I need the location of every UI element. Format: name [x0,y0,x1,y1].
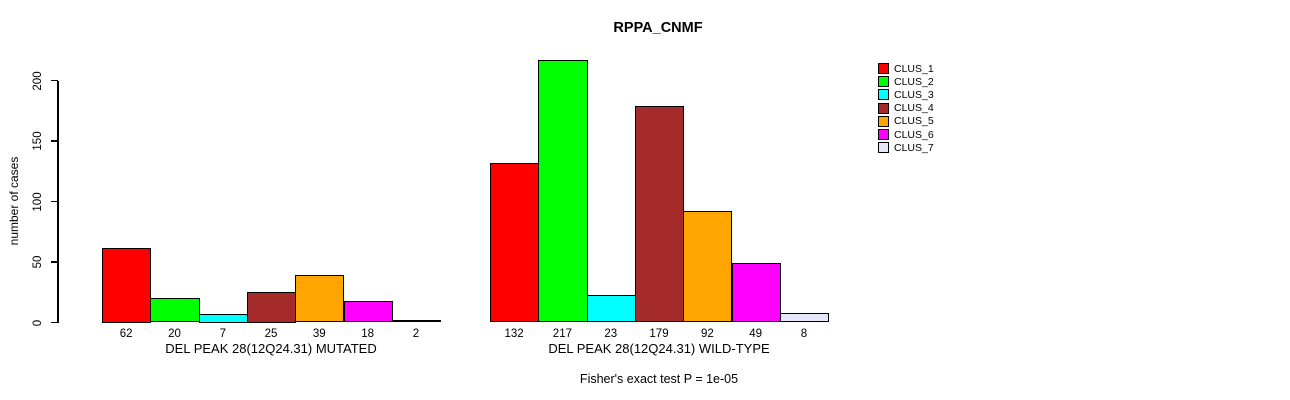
y-tick-label: 0 [32,319,44,326]
group-label-1: DEL PEAK 28(12Q24.31) MUTATED [165,341,377,356]
bar-value-label: 179 [649,328,669,340]
bar-clus_7-group1 [391,320,442,323]
y-tick-label: 100 [32,191,44,212]
bar-clus_5-group2 [683,211,733,323]
bar-value-label: 8 [800,328,808,340]
legend-label: CLUS_6 [894,128,934,141]
bar-clus_2-group1 [150,298,200,323]
legend-row-clus_3: CLUS_3 [878,88,934,101]
legend-label: CLUS_4 [894,102,934,115]
fisher-test-note: Fisher's exact test P = 1e-05 [579,372,739,386]
legend-row-clus_4: CLUS_4 [878,102,934,115]
bar-clus_6-group1 [343,300,393,323]
y-tick [51,261,58,263]
legend-label: CLUS_1 [894,62,934,75]
legend-label: CLUS_3 [894,88,934,101]
bar-value-label: 217 [552,328,572,340]
y-tick [51,79,58,82]
group-label-2: DEL PEAK 28(12Q24.31) WILD-TYPE [548,341,770,356]
legend-swatch-clus_1 [878,63,889,75]
bar-value-label: 25 [264,328,278,340]
bar-value-label: 92 [700,328,714,340]
bar-value-label: 23 [604,328,618,340]
bar-clus_4-group2 [634,105,685,323]
y-tick-label: 50 [32,255,44,269]
legend-swatch-clus_3 [878,89,889,101]
bar-value-label: 49 [749,328,762,340]
legend-swatch-clus_4 [878,102,889,114]
bar-value-label: 132 [504,328,524,340]
legend-swatch-clus_6 [878,129,889,141]
legend-label: CLUS_7 [894,141,934,154]
legend-swatch-clus_2 [878,76,889,88]
bar-value-label: 62 [119,328,133,340]
legend-label: CLUS_2 [894,75,934,88]
legend-row-clus_5: CLUS_5 [878,115,934,128]
bar-clus_1-group1 [102,247,152,323]
bar-clus_4-group1 [246,292,297,323]
y-axis-label: number of cases [7,156,21,246]
legend-swatch-clus_7 [878,142,889,154]
y-tick [51,140,58,142]
bar-clus_7-group2 [779,312,830,323]
legend-row-clus_2: CLUS_2 [878,75,934,88]
bar-clus_6-group2 [731,263,781,323]
legend-swatch-clus_5 [878,115,889,127]
bar-value-label: 7 [219,328,226,340]
y-tick-label: 200 [32,70,44,91]
bar-clus_3-group2 [586,294,636,323]
y-tick-label: 150 [32,131,44,151]
y-tick [51,200,58,203]
bar-clus_5-group1 [295,275,345,323]
bar-clus_1-group2 [490,162,540,323]
y-tick [51,321,58,324]
bar-value-label: 20 [168,328,181,340]
bar-value-label: 18 [361,328,374,340]
bar-value-label: 39 [312,328,326,340]
legend-row-clus_1: CLUS_1 [878,62,934,75]
bar-clus_3-group1 [198,314,248,323]
legend-label: CLUS_5 [894,115,934,128]
chart-title: RPPA_CNMF [613,20,703,36]
legend: CLUS_1 CLUS_2 CLUS_3 CLUS_4 CLUS_5 CLUS_6 CLUS… [878,62,934,154]
legend-row-clus_7: CLUS_7 [878,141,934,154]
bar-value-label: 2 [412,328,420,340]
legend-row-clus_6: CLUS_6 [878,128,934,141]
bar-clus_2-group2 [538,59,588,323]
